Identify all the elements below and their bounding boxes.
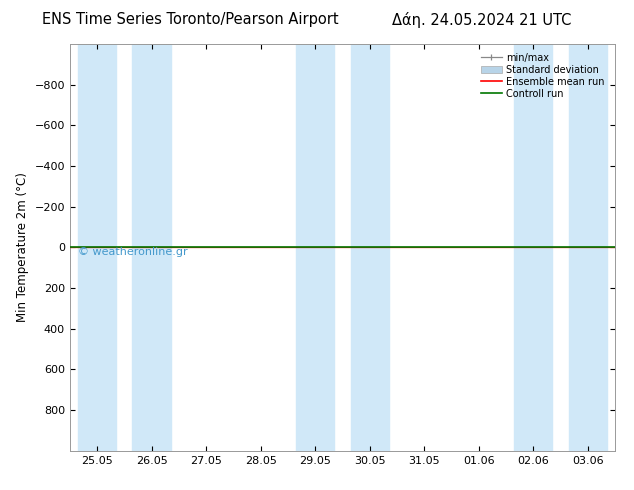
Bar — [296, 44, 334, 451]
Bar — [514, 44, 552, 451]
Bar — [569, 44, 607, 451]
Text: ENS Time Series Toronto/Pearson Airport: ENS Time Series Toronto/Pearson Airport — [42, 12, 339, 27]
Bar — [351, 44, 389, 451]
Legend: min/max, Standard deviation, Ensemble mean run, Controll run: min/max, Standard deviation, Ensemble me… — [478, 50, 607, 101]
Text: © weatheronline.gr: © weatheronline.gr — [78, 246, 188, 257]
Text: Δάη. 24.05.2024 21 UTC: Δάη. 24.05.2024 21 UTC — [392, 12, 571, 28]
Bar — [133, 44, 171, 451]
Bar — [78, 44, 116, 451]
Y-axis label: Min Temperature 2m (°C): Min Temperature 2m (°C) — [16, 172, 29, 322]
